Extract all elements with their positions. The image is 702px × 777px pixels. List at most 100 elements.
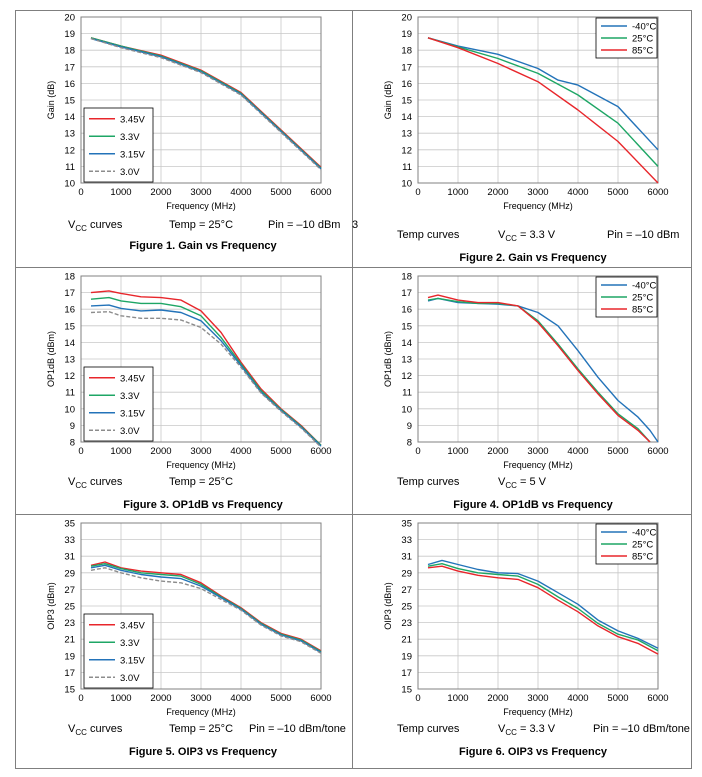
y-tick-label: 25 xyxy=(64,602,75,613)
legend-label: 3.0V xyxy=(120,167,140,178)
legend-label: -40°C xyxy=(632,528,657,539)
plot-border xyxy=(80,522,322,690)
y-axis-title: Gain (dB) xyxy=(383,81,393,120)
legend: -40°C25°C85°C xyxy=(595,276,658,318)
condition-text: Pin = –10 dBm xyxy=(268,219,340,231)
y-tick-label: 14 xyxy=(401,338,412,349)
x-tick-label: 0 xyxy=(415,187,420,198)
y-tick-label: 33 xyxy=(401,535,412,546)
y-tick-label: 13 xyxy=(64,129,75,140)
y-tick-label: 16 xyxy=(64,79,75,90)
chart-4: 0 1000 2000 3000 4000 5000 6000 8 9 10 11 12 13 14 15 1… xyxy=(383,272,669,512)
figure-title: Figure 5. OIP3 vs Frequency xyxy=(129,746,278,758)
y-tick-label: 19 xyxy=(401,29,412,40)
y-tick-label: 12 xyxy=(401,371,412,382)
x-tick-label: 2000 xyxy=(487,187,508,198)
y-tick-label: 8 xyxy=(70,438,75,449)
y-tick-label: 17 xyxy=(64,62,75,73)
series-line-3-0v xyxy=(90,37,322,171)
y-tick-label: 14 xyxy=(401,112,412,123)
y-tick-label: 29 xyxy=(401,568,412,579)
y-tick-label: 13 xyxy=(401,355,412,366)
legend-label: 3.15V xyxy=(120,149,145,160)
plot-border xyxy=(417,16,659,184)
x-tick-label: 3000 xyxy=(527,187,548,198)
y-tick-label: 15 xyxy=(401,321,412,332)
y-tick-label: 10 xyxy=(401,404,412,415)
y-tick-label: 35 xyxy=(64,519,75,530)
y-tick-label: 11 xyxy=(65,162,75,173)
legend-box xyxy=(83,366,154,442)
series-line-25-c xyxy=(427,297,651,443)
y-axis-title: Gain (dB) xyxy=(46,81,56,120)
legend-label: 85°C xyxy=(632,305,653,316)
legend-label: 3.45V xyxy=(120,373,145,384)
condition-text: VCC = 5 V xyxy=(498,476,547,490)
series-line-3-15v xyxy=(90,37,322,170)
x-tick-label: 4000 xyxy=(230,187,251,198)
condition-text: VCC curves xyxy=(68,219,123,233)
x-tick-label: 4000 xyxy=(567,446,588,457)
legend-label: -40°C xyxy=(632,281,657,292)
y-tick-label: 16 xyxy=(64,305,75,316)
y-tick-label: 17 xyxy=(401,288,412,299)
legend-label: 3.3V xyxy=(120,132,140,143)
y-tick-label: 15 xyxy=(401,685,412,696)
y-tick-label: 9 xyxy=(407,421,412,432)
x-tick-label: 1000 xyxy=(110,693,131,704)
y-tick-label: 33 xyxy=(64,535,75,546)
x-tick-label: 1000 xyxy=(110,187,131,198)
y-tick-label: 21 xyxy=(401,635,412,646)
y-tick-label: 19 xyxy=(64,651,75,662)
chart-1: 0 1000 2000 3000 4000 5000 6000 10 11 12 13 14 15 16 1… xyxy=(46,13,358,253)
plot-border xyxy=(80,275,322,443)
x-tick-label: 0 xyxy=(78,693,83,704)
condition-text: Temp = 25°C xyxy=(169,219,233,231)
legend-label: 3.3V xyxy=(120,391,140,402)
y-tick-label: 10 xyxy=(401,179,412,190)
series-line-3-0v xyxy=(90,311,322,448)
series-line-3-15v xyxy=(90,564,322,654)
y-tick-label: 31 xyxy=(401,552,412,563)
y-tick-label: 17 xyxy=(64,288,75,299)
x-tick-label: 4000 xyxy=(230,446,251,457)
x-tick-label: 2000 xyxy=(150,187,171,198)
y-tick-label: 9 xyxy=(70,421,75,432)
y-tick-label: 18 xyxy=(401,46,412,57)
x-tick-label: 6000 xyxy=(647,693,668,704)
y-tick-label: 14 xyxy=(64,338,75,349)
y-tick-label: 18 xyxy=(64,46,75,57)
y-tick-label: 11 xyxy=(65,388,75,399)
legend-label: 3.0V xyxy=(120,673,140,684)
y-tick-label: 19 xyxy=(64,29,75,40)
series-line-3-45v xyxy=(90,561,322,652)
x-axis-title: Frequency (MHz) xyxy=(503,201,573,211)
legend-label: 3.45V xyxy=(120,620,145,631)
figure-title: Figure 6. OIP3 vs Frequency xyxy=(459,746,608,758)
y-tick-label: 13 xyxy=(401,129,412,140)
legend: 3.45V 3.3V 3.15V 3.0V xyxy=(83,107,154,183)
y-tick-label: 23 xyxy=(64,618,75,629)
y-tick-label: 31 xyxy=(64,552,75,563)
condition-text: Temp curves xyxy=(397,229,460,241)
x-tick-label: 0 xyxy=(78,187,83,198)
series-line-85-c xyxy=(427,294,651,443)
x-tick-label: 1000 xyxy=(447,446,468,457)
y-tick-label: 20 xyxy=(64,13,75,24)
legend: 3.45V 3.3V 3.15V 3.0V xyxy=(83,366,154,442)
y-axis-title: OP1dB (dBm) xyxy=(383,331,393,387)
figure-title: Figure 1. Gain vs Frequency xyxy=(129,240,277,252)
y-tick-label: 17 xyxy=(64,668,75,679)
y-tick-label: 17 xyxy=(401,668,412,679)
chart-3: 0 1000 2000 3000 4000 5000 6000 8 9 10 11 12 13 14 15 1… xyxy=(46,272,332,512)
grid-divider-vertical xyxy=(352,11,353,768)
x-tick-label: 1000 xyxy=(447,187,468,198)
y-tick-label: 12 xyxy=(64,371,75,382)
legend-box xyxy=(83,107,154,183)
y-tick-label: 12 xyxy=(64,145,75,156)
y-tick-label: 16 xyxy=(401,305,412,316)
x-tick-label: 6000 xyxy=(310,446,331,457)
legend-label: 85°C xyxy=(632,46,653,57)
x-tick-label: 5000 xyxy=(607,446,628,457)
condition-text: Temp = 25°C xyxy=(169,476,233,488)
